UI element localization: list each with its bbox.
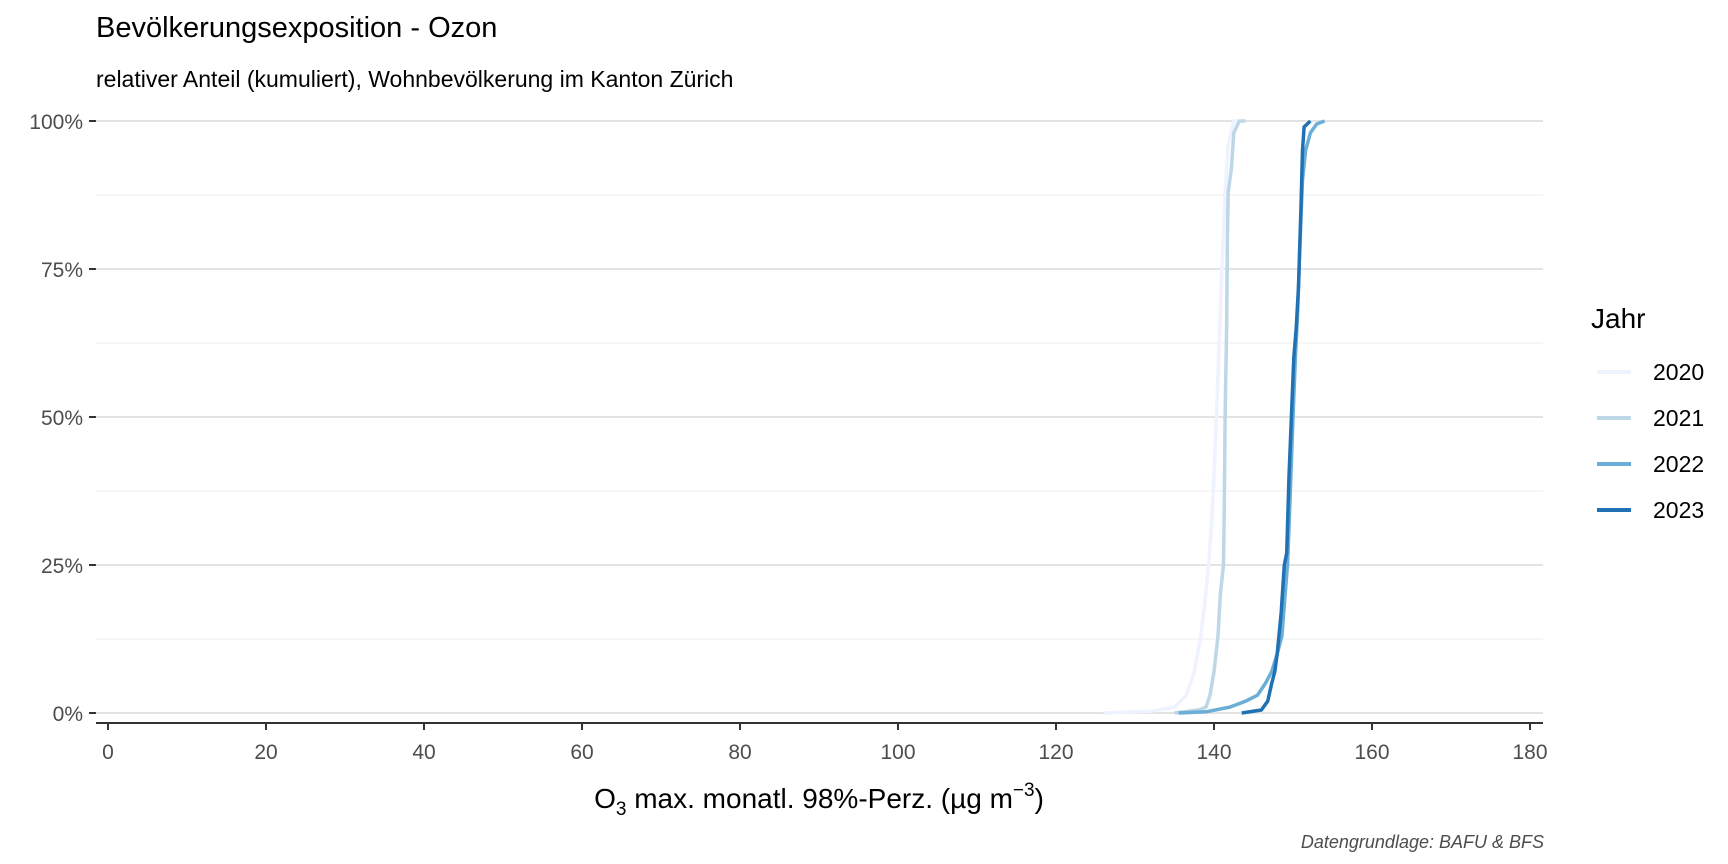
x-axis-title: O3 max. monatl. 98%-Perz. (µg m−3): [594, 780, 1044, 820]
legend-item-2020: 2020: [1597, 359, 1704, 385]
x-tick-label: 60: [570, 741, 593, 764]
legend-item-2021: 2021: [1597, 405, 1704, 431]
x-axis-title-rest: max. monatl. 98%-Perz. (µg m: [626, 783, 1012, 814]
x-axis-title-subscript: 3: [616, 799, 627, 820]
x-axis-title-close: ): [1035, 783, 1044, 814]
x-tick-label: 100: [880, 741, 915, 764]
x-tick-label: 20: [254, 741, 277, 764]
legend: Jahr 2020 2021 2022 2023: [1591, 303, 1704, 523]
y-tick-label: 75%: [41, 259, 83, 282]
x-tick-label: 40: [412, 741, 435, 764]
series-line-2022: [1178, 119, 1326, 715]
y-axis-ticks: 0% 25% 50% 75% 100%: [29, 111, 96, 726]
x-tick-label: 180: [1512, 741, 1547, 764]
y-tick-label: 50%: [41, 407, 83, 430]
x-tick-label: 160: [1354, 741, 1389, 764]
x-tick-label: 0: [102, 741, 114, 764]
series-line-2023: [1241, 119, 1312, 715]
chart-subtitle: relativer Anteil (kumuliert), Wohnbevölk…: [96, 66, 734, 92]
series-lines: [1103, 119, 1326, 715]
x-tick-label: 140: [1196, 741, 1231, 764]
y-tick-label: 25%: [41, 555, 83, 578]
series-line-2021: [1174, 119, 1246, 715]
legend-item-2022: 2022: [1597, 451, 1704, 477]
x-tick-label: 80: [728, 741, 751, 764]
x-axis-title-main: O: [594, 783, 616, 814]
legend-label: 2021: [1653, 405, 1704, 431]
major-gridlines: [96, 120, 1543, 714]
legend-title: Jahr: [1591, 303, 1645, 334]
chart-title: Bevölkerungsexposition - Ozon: [96, 12, 498, 44]
source-caption: Datengrundlage: BAFU & BFS: [1300, 832, 1544, 852]
y-tick-label: 100%: [29, 111, 83, 134]
series-line-2020: [1103, 119, 1238, 715]
legend-label: 2023: [1653, 497, 1704, 523]
x-axis-title-superscript: −3: [1013, 780, 1035, 801]
legend-label: 2020: [1653, 359, 1704, 385]
x-axis-ticks: 0 20 40 60 80 100 120 140 160 180: [102, 723, 1548, 764]
legend-label: 2022: [1653, 451, 1704, 477]
legend-item-2023: 2023: [1597, 497, 1704, 523]
y-tick-label: 0%: [53, 703, 83, 726]
x-tick-label: 120: [1038, 741, 1073, 764]
